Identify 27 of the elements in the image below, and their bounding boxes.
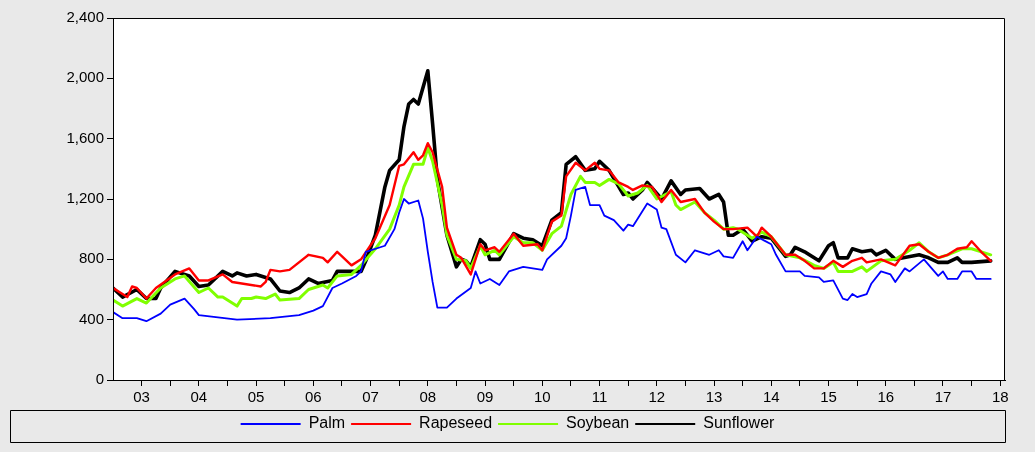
legend-label: Sunflower [703, 414, 776, 432]
x-tick-label: 07 [362, 388, 379, 406]
x-tick-label: 03 [133, 388, 150, 406]
y-tick-label: 2,000 [66, 68, 104, 86]
legend-label: Soybean [566, 414, 630, 432]
y-tick-label: 800 [78, 249, 104, 267]
y-tick-label: 0 [95, 370, 104, 388]
x-tick-label: 18 [991, 388, 1009, 406]
legend-label: Rapeseed [419, 414, 493, 432]
x-tick-label: 14 [762, 388, 780, 406]
y-tick-label: 2,400 [66, 8, 104, 26]
x-tick-label: 04 [190, 388, 208, 406]
y-tick-label: 1,200 [66, 189, 104, 207]
x-tick-label: 09 [476, 388, 494, 406]
x-tick-label: 10 [533, 388, 551, 406]
x-tick-label: 16 [877, 388, 895, 406]
x-tick-label: 11 [591, 388, 608, 406]
x-tick-label: 15 [820, 388, 837, 406]
legend-label: Palm [308, 414, 346, 432]
y-tick-label: 1,600 [66, 128, 104, 146]
x-tick-label: 06 [305, 388, 322, 406]
x-tick-label: 05 [247, 388, 265, 406]
x-tick-label: 17 [934, 388, 952, 406]
x-tick-label: 12 [648, 388, 666, 406]
y-tick-label: 400 [78, 309, 104, 327]
x-tick-label: 13 [705, 388, 723, 406]
x-tick-label: 08 [419, 388, 437, 406]
